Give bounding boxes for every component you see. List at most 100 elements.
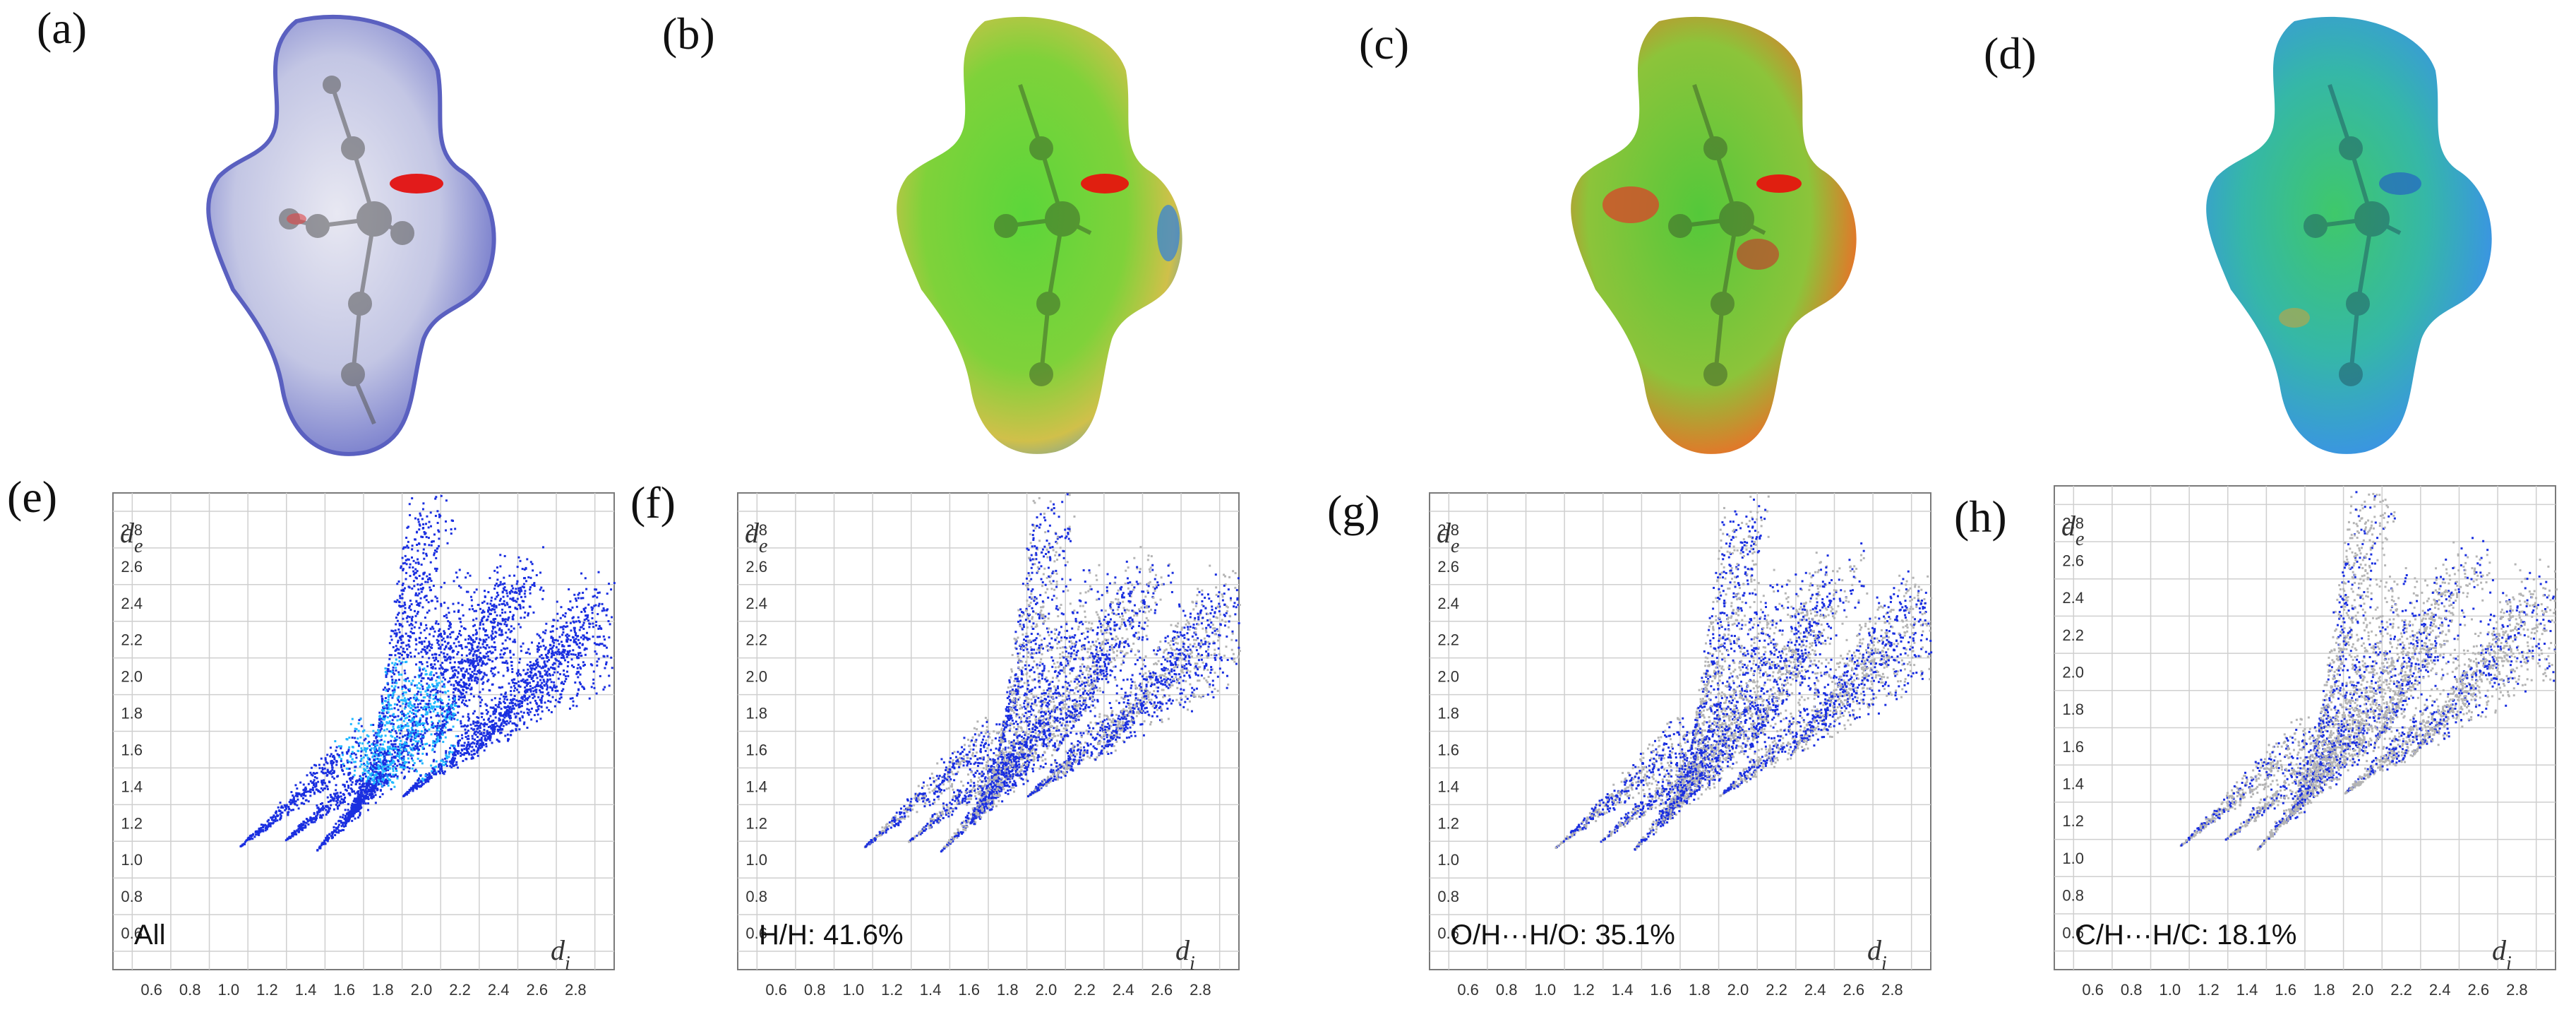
scatter-point xyxy=(982,756,985,759)
scatter-point xyxy=(933,798,935,801)
scatter-point xyxy=(583,636,586,638)
scatter-point xyxy=(411,624,414,626)
scatter-point xyxy=(510,730,513,733)
scatter-point xyxy=(402,755,405,758)
scatter-point xyxy=(366,734,369,737)
scatter-point xyxy=(378,765,381,768)
scatter-point xyxy=(895,818,898,821)
scatter-point xyxy=(572,616,575,619)
scatter-point xyxy=(526,663,529,666)
scatter-point xyxy=(421,746,424,749)
scatter-point xyxy=(557,648,560,651)
scatter-point xyxy=(486,662,489,665)
scatter-point xyxy=(398,660,401,662)
scatter-point xyxy=(597,643,599,646)
scatter-point xyxy=(342,769,345,772)
scatter-point xyxy=(546,660,549,663)
scatter-point xyxy=(563,645,565,648)
scatter-point xyxy=(481,712,484,715)
scatter-point xyxy=(493,723,496,726)
scatter-point xyxy=(267,826,270,828)
scatter-point xyxy=(264,827,267,830)
scatter-point xyxy=(402,657,405,660)
scatter-point xyxy=(431,653,433,656)
scatter-point xyxy=(410,704,413,707)
scatter-point xyxy=(508,710,510,713)
scatter-point xyxy=(312,784,315,787)
scatter-point xyxy=(385,759,388,762)
scatter-point xyxy=(421,641,424,643)
scatter-point xyxy=(437,706,440,708)
scatter-point xyxy=(401,661,404,664)
x-tick-label: 2.6 xyxy=(526,981,548,999)
scatter-point xyxy=(402,641,405,644)
scatter-point xyxy=(259,828,262,831)
scatter-point xyxy=(376,787,379,790)
scatter-point xyxy=(369,778,372,780)
scatter-point xyxy=(345,789,348,792)
scatter-point xyxy=(526,682,529,685)
scatter-point xyxy=(445,760,448,763)
scatter-point xyxy=(366,742,369,744)
scatter-point xyxy=(507,713,510,716)
scatter-point xyxy=(386,746,389,749)
scatter-point xyxy=(431,720,433,723)
scatter-point xyxy=(515,724,517,727)
y-tick-label: 1.2 xyxy=(121,814,143,832)
scatter-point xyxy=(448,718,451,720)
scatter-point xyxy=(467,725,469,727)
scatter-point xyxy=(489,577,491,580)
scatter-point xyxy=(446,713,449,716)
scatter-point xyxy=(485,743,488,746)
scatter-point xyxy=(524,690,527,693)
scatter-point xyxy=(525,689,528,691)
scatter-point xyxy=(568,588,570,591)
scatter-point xyxy=(503,701,505,703)
scatter-point xyxy=(570,653,573,655)
scatter-point xyxy=(407,558,409,561)
scatter-point xyxy=(442,707,445,710)
scatter-point xyxy=(402,568,405,571)
scatter-point xyxy=(383,699,386,702)
scatter-point xyxy=(336,753,339,756)
scatter-point xyxy=(484,590,486,593)
scatter-point xyxy=(521,585,524,588)
scatter-point xyxy=(553,662,556,665)
scatter-point xyxy=(462,673,465,676)
scatter-point xyxy=(398,622,401,625)
scatter-point xyxy=(597,605,600,607)
scatter-point xyxy=(465,732,467,734)
scatter-point xyxy=(519,706,522,708)
scatter-point xyxy=(416,570,419,573)
scatter-point xyxy=(387,683,390,686)
scatter-point xyxy=(580,572,583,575)
scatter-point xyxy=(365,796,368,799)
scatter-point xyxy=(499,712,502,715)
scatter-point xyxy=(335,760,338,763)
scatter-point xyxy=(426,713,429,715)
scatter-point xyxy=(418,681,421,684)
scatter-point xyxy=(421,677,424,679)
scatter-point xyxy=(349,772,352,775)
scatter-point xyxy=(475,673,478,676)
scatter-point xyxy=(415,710,418,713)
scatter-point xyxy=(463,684,466,686)
scatter-point xyxy=(557,660,560,662)
scatter-point xyxy=(415,770,418,773)
scatter-point xyxy=(986,746,989,749)
scatter-point xyxy=(564,626,567,629)
scatter-point xyxy=(363,800,366,803)
scatter-point xyxy=(496,738,498,741)
scatter-point xyxy=(473,672,476,675)
scatter-point xyxy=(548,659,551,662)
scatter-point xyxy=(486,730,489,732)
scatter-point xyxy=(438,654,441,657)
scatter-point xyxy=(453,650,455,653)
scatter-point xyxy=(390,762,393,765)
scatter-point xyxy=(404,603,407,606)
scatter-point xyxy=(582,638,585,641)
scatter-point xyxy=(986,719,989,722)
scatter-point xyxy=(550,656,553,659)
scatter-point xyxy=(379,782,382,785)
scatter-point xyxy=(486,737,489,740)
